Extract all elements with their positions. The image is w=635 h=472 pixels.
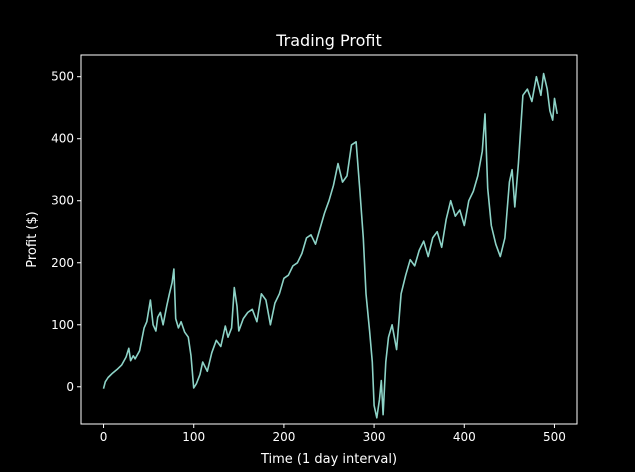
chart-title: Trading Profit [275, 31, 382, 50]
x-tick-label: 0 [100, 430, 108, 444]
y-tick-label: 300 [51, 194, 74, 208]
y-tick-label: 200 [51, 256, 74, 270]
profit-line [102, 72, 558, 419]
y-axis-ticks: 0 100 200 300 400 500 [51, 70, 81, 394]
x-tick-label: 100 [182, 430, 205, 444]
plot-area-frame [80, 54, 578, 425]
y-tick-label: 400 [51, 132, 74, 146]
x-axis-ticks: 0 100 200 300 400 500 [100, 424, 566, 444]
y-tick-label: 500 [51, 70, 74, 84]
x-tick-label: 500 [543, 430, 566, 444]
x-axis-label: Time (1 day interval) [260, 452, 397, 467]
y-tick-label: 100 [51, 318, 74, 332]
y-axis-label: Profit ($) [25, 211, 40, 267]
y-tick-label: 0 [66, 380, 74, 394]
x-tick-label: 300 [363, 430, 386, 444]
x-tick-label: 200 [272, 430, 295, 444]
x-tick-label: 400 [453, 430, 476, 444]
